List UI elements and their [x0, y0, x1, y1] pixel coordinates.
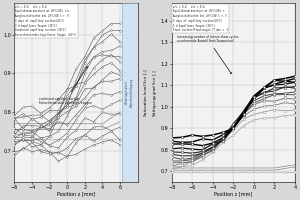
Y-axis label: Saturation level S$_{sat}$ [-]
Sättigungsgrad S$_{sat}$ [-]: Saturation level S$_{sat}$ [-] Sättigung… [143, 68, 159, 117]
Text: Water application/
Wasserbeaufschlagung: Water application/ Wasserbeaufschlagung [125, 78, 134, 107]
Text: continued capillary suction
Fortschreitendes kapillares Saugen: continued capillary suction Fortschreite… [39, 67, 92, 105]
Text: w/c = 0.4   w/z = 0.4
Equilibrium moisture at 20°C/60% r.h.
Ausgleichsfeuchte be: w/c = 0.4 w/z = 0.4 Equilibrium moisture… [15, 5, 77, 37]
Text: w/c = 0.4   w/z = 0.4
Equilibrium moisture at 20°C/60% r.
Ausgleichsfeuchte bei : w/c = 0.4 w/z = 0.4 Equilibrium moisture… [173, 5, 228, 32]
X-axis label: Position z [mm]: Position z [mm] [214, 192, 253, 197]
X-axis label: Position z [mm]: Position z [mm] [57, 192, 95, 197]
Text: increasing number of freeze-thaw cycles
zunehmende Anzahl Frost-Tauwechsel: increasing number of freeze-thaw cycles … [177, 35, 239, 74]
Bar [122, 3, 138, 182]
